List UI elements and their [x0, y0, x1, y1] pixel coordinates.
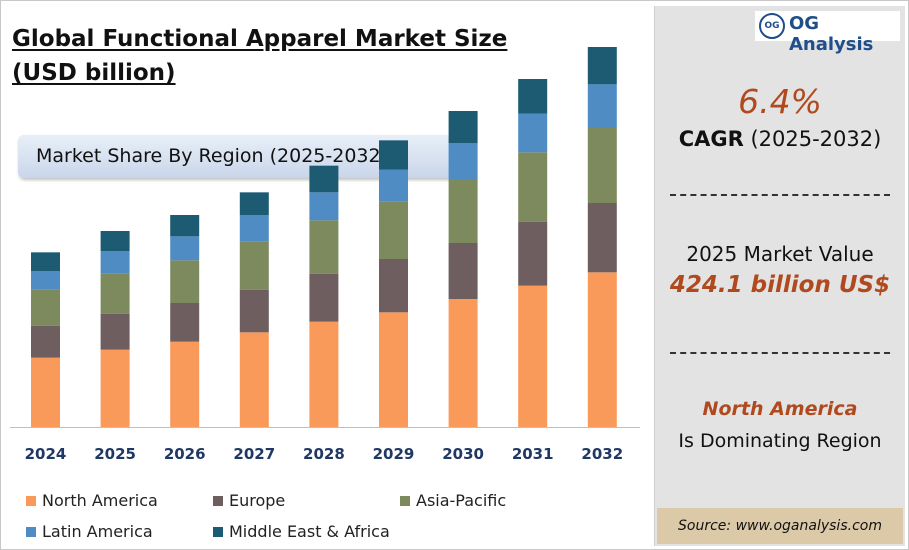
bar-segment	[448, 111, 478, 143]
legend-item: Asia-Pacific	[400, 491, 506, 510]
stacked-bar-chart: 2024 2025 2026 2027 2028 2029 2030 2031 2032	[10, 47, 640, 463]
bar-segment	[239, 241, 269, 290]
x-tick-label: 2029	[373, 445, 415, 463]
bar-segment	[587, 127, 617, 203]
bar-segment	[309, 165, 339, 193]
bar-segment	[100, 231, 130, 251]
bar-segment	[309, 192, 339, 221]
bar-segment	[518, 285, 548, 427]
bar-segment	[518, 152, 548, 222]
bar-segment	[309, 321, 339, 427]
bar-segment	[170, 260, 200, 303]
legend-swatch	[26, 527, 36, 537]
cagr-value: 6.4%	[738, 82, 822, 121]
bar-segment	[100, 349, 130, 427]
x-tick-label: 2032	[581, 445, 623, 463]
legend-swatch	[213, 527, 223, 537]
legend: North America Europe Asia-Pacific Latin Ame…	[26, 491, 506, 541]
market-value-label: 2025 Market Value	[686, 242, 874, 266]
market-value: 424.1 billion US$	[669, 272, 891, 298]
bar-segment	[587, 47, 617, 85]
legend-label: North America	[42, 491, 158, 510]
dominating-text: Is Dominating Region	[678, 430, 882, 452]
bar-segment	[518, 79, 548, 114]
x-tick-label: 2028	[303, 445, 345, 463]
bar-segment	[587, 203, 617, 273]
bar-segment	[448, 243, 478, 299]
bar-segment	[379, 201, 408, 259]
cagr-label: CAGR	[678, 127, 744, 151]
bar-segment	[448, 299, 478, 427]
legend-label: Latin America	[42, 522, 153, 541]
x-tick-label: 2024	[25, 445, 67, 463]
bar-segment	[379, 140, 408, 170]
legend-swatch	[213, 496, 223, 506]
divider	[670, 194, 890, 196]
x-tick-label: 2027	[233, 445, 275, 463]
legend-item: North America	[26, 491, 158, 510]
cagr-period: (2025-2032)	[750, 127, 882, 151]
legend-label: Asia-Pacific	[416, 491, 507, 510]
bar-segment	[31, 271, 60, 290]
bar-segment	[239, 332, 269, 427]
dominating-region: North America	[702, 398, 858, 420]
bar-segment	[31, 289, 60, 326]
bar-segment	[239, 289, 269, 333]
bar-segment	[31, 325, 60, 358]
bar-segment	[170, 236, 200, 261]
bar-segment	[379, 169, 408, 202]
legend-item: Latin America	[26, 522, 153, 541]
bar-segment	[100, 273, 130, 314]
bar-segment	[31, 252, 60, 271]
bar-segment	[587, 272, 617, 427]
bar-segment	[448, 143, 478, 179]
bar-segment	[239, 215, 269, 242]
bar-segment	[448, 179, 478, 243]
bar-segment	[31, 357, 60, 427]
chart-title-line1: Global Functional Apparel Market Size	[12, 26, 508, 52]
bar-segment	[309, 220, 339, 274]
legend-swatch	[26, 496, 36, 506]
bar-segment	[100, 251, 130, 274]
legend-item: Middle East & Africa	[213, 522, 390, 541]
bar-segment	[379, 259, 408, 313]
legend-label: Middle East & Africa	[229, 522, 390, 541]
bar-segment	[170, 341, 200, 427]
x-tick-label: 2025	[94, 445, 136, 463]
legend-label: Europe	[229, 491, 286, 510]
bar-segment	[518, 221, 548, 286]
summary-panel: OG OG Analysis 6.4% CAGR (2025-2032) 202…	[654, 6, 905, 546]
bar-segment	[170, 215, 200, 237]
bar-segment	[239, 192, 269, 215]
og-analysis-logo: OG OG Analysis	[755, 11, 900, 55]
x-tick-label: 2031	[512, 445, 554, 463]
bar-segment	[518, 113, 548, 153]
x-tick-label: 2026	[164, 445, 206, 463]
bar-segment	[379, 312, 408, 427]
og-logo-icon: OG	[759, 13, 785, 39]
cagr-line: CAGR (2025-2032)	[655, 127, 905, 151]
chart-title: Global Functional Apparel Market Size (U…	[12, 22, 507, 90]
source-note: Source: www.oganalysis.com	[657, 508, 903, 544]
bar-segment	[170, 303, 200, 342]
bar-segment	[587, 84, 617, 127]
chart-title-line2: (USD billion)	[12, 60, 176, 86]
subtitle: Market Share By Region (2025-2032)	[36, 145, 389, 167]
logo-text: OG Analysis	[789, 13, 874, 55]
divider	[670, 352, 890, 354]
bar-segment	[309, 273, 339, 322]
bar-segment	[100, 313, 130, 350]
x-tick-label: 2030	[442, 445, 484, 463]
legend-swatch	[400, 496, 410, 506]
legend-item: Europe	[213, 491, 285, 510]
